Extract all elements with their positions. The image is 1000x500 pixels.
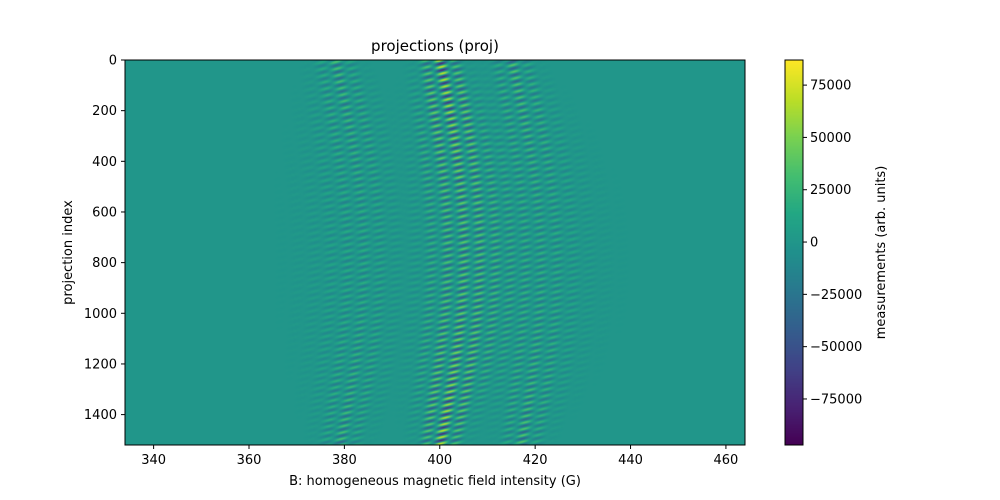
x-tick-label: 420 (523, 453, 548, 468)
x-axis: 340 360 380 400 420 440 460 (141, 445, 738, 468)
colorbar: 75000 50000 25000 0 −25000 −50000 −75000 measu… (784, 59, 889, 446)
y-tick-label: 200 (92, 104, 117, 119)
y-axis: 0 200 400 600 800 1000 1200 1400 (84, 54, 125, 423)
colorbar-tick-label: −75000 (810, 392, 862, 407)
colorbar-gradient (785, 60, 803, 445)
heatmap-plot (124, 59, 746, 446)
colorbar-frame (784, 59, 804, 446)
x-tick-label: 400 (427, 453, 452, 468)
x-tick-label: 340 (141, 453, 166, 468)
colorbar-tick-label: 25000 (810, 183, 851, 198)
colorbar-tick-label: −25000 (810, 288, 862, 303)
x-tick-label: 380 (332, 453, 357, 468)
x-axis-label: B: homogeneous magnetic field intensity … (289, 474, 581, 489)
colorbar-tick-label: 0 (810, 236, 818, 251)
y-tick-label: 0 (109, 54, 117, 69)
y-tick-label: 600 (92, 205, 117, 220)
plot-frame (124, 59, 746, 446)
y-tick-label: 400 (92, 155, 117, 170)
y-tick-label: 1200 (84, 357, 117, 372)
colorbar-ticks: 75000 50000 25000 0 −25000 −50000 −75000 (803, 79, 862, 407)
x-tick-label: 360 (237, 453, 262, 468)
colorbar-tick-label: 50000 (810, 131, 851, 146)
x-tick-label: 460 (714, 453, 739, 468)
y-axis-label: projection index (61, 200, 76, 305)
x-tick-label: 440 (618, 453, 643, 468)
y-tick-label: 1400 (84, 408, 117, 423)
y-tick-label: 800 (92, 256, 117, 271)
colorbar-label: measurements (arb. units) (874, 166, 889, 340)
heatmap-image (125, 60, 745, 445)
colorbar-tick-label: −50000 (810, 340, 862, 355)
chart-title: projections (proj) (371, 37, 499, 55)
y-tick-label: 1000 (84, 307, 117, 322)
colorbar-tick-label: 75000 (810, 79, 851, 94)
